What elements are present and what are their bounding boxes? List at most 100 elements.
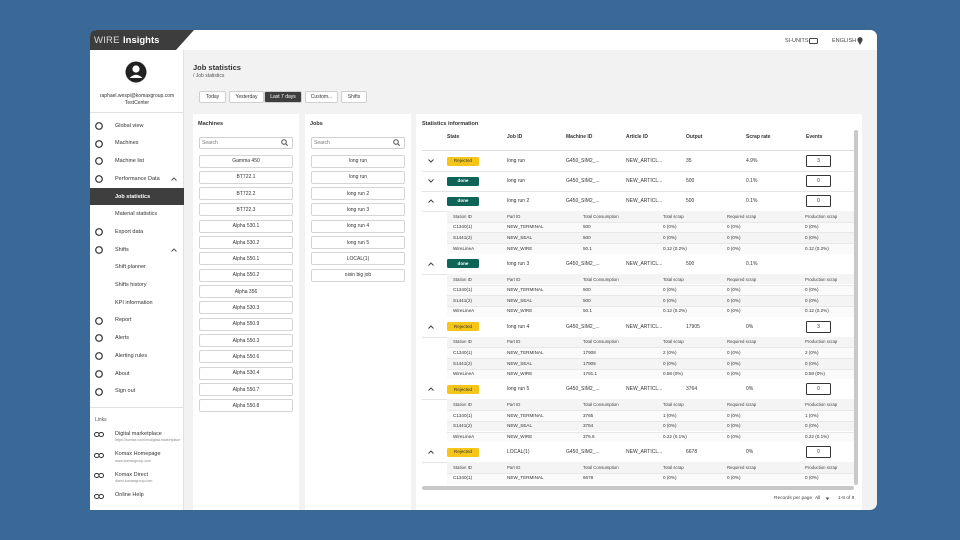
- list-item[interactable]: [199, 252, 293, 266]
- list-item[interactable]: [199, 236, 293, 250]
- list-item[interactable]: [311, 236, 405, 250]
- nav-item[interactable]: Report: [115, 317, 132, 324]
- list-item[interactable]: [199, 268, 293, 282]
- records-select[interactable]: All: [815, 496, 821, 502]
- list-item-label[interactable]: Alpha 530.2: [232, 239, 260, 246]
- list-item-label[interactable]: Alpha 550.2: [232, 272, 260, 279]
- list-item[interactable]: [199, 219, 293, 233]
- search-box[interactable]: [199, 137, 293, 149]
- row-expand[interactable]: [428, 387, 434, 392]
- list-item-label[interactable]: oisin big job: [344, 272, 372, 279]
- list-item[interactable]: [311, 170, 405, 184]
- events-count[interactable]: 0: [817, 386, 820, 393]
- nav-subitem[interactable]: Material statistics: [115, 211, 158, 218]
- list-item-label[interactable]: Alpha 550.9: [232, 321, 260, 328]
- list-item-label[interactable]: long run: [348, 158, 368, 164]
- list-item-label[interactable]: Alpha 550.1: [232, 255, 260, 262]
- list-item[interactable]: [311, 268, 405, 282]
- nav-subitem[interactable]: Job statistics: [115, 193, 151, 200]
- list-item-label[interactable]: BT722.2: [236, 190, 256, 197]
- nav-item[interactable]: Global view: [115, 122, 144, 129]
- events-count[interactable]: 3: [817, 323, 820, 330]
- nav-item[interactable]: Machines: [115, 140, 139, 147]
- list-item-label[interactable]: long run 3: [346, 206, 370, 213]
- list-item[interactable]: [199, 285, 293, 299]
- link-item[interactable]: Digital marketplace: [115, 430, 162, 437]
- list-item-label[interactable]: long run 2: [346, 190, 370, 197]
- events-count[interactable]: 0: [817, 198, 820, 204]
- language-select[interactable]: ENGLISH: [832, 37, 857, 44]
- row-expand[interactable]: [428, 159, 434, 163]
- search-box[interactable]: [311, 137, 405, 149]
- link-item[interactable]: Komax Direct: [115, 471, 149, 478]
- list-item-label[interactable]: long run: [348, 174, 368, 181]
- list-item-label[interactable]: Alpha 530.3: [232, 304, 260, 311]
- list-item-label[interactable]: Alpha 550.3: [232, 337, 260, 344]
- row-expand[interactable]: [428, 450, 434, 455]
- nav-item[interactable]: About: [115, 370, 130, 377]
- nav-item[interactable]: Shifts: [115, 246, 129, 253]
- list-item[interactable]: [311, 203, 405, 217]
- filter-button[interactable]: [199, 91, 226, 103]
- list-item-label[interactable]: Alpha 530.4: [232, 370, 260, 377]
- list-item[interactable]: [199, 317, 293, 331]
- events-box[interactable]: [806, 155, 831, 167]
- nav-item[interactable]: Alerting rules: [115, 352, 148, 359]
- list-item[interactable]: [199, 203, 293, 217]
- nav-subitem[interactable]: KPI information: [115, 299, 153, 306]
- list-item[interactable]: [199, 154, 293, 168]
- events-box[interactable]: [806, 175, 831, 187]
- link-item[interactable]: Online Help: [115, 492, 144, 499]
- list-item[interactable]: [199, 301, 293, 315]
- events-box[interactable]: [806, 383, 831, 396]
- nav-item[interactable]: Sign out: [115, 388, 136, 395]
- units-toggle[interactable]: SI-UNITS: [785, 37, 809, 44]
- list-item[interactable]: [199, 170, 293, 184]
- events-box[interactable]: [806, 320, 831, 333]
- list-item-label[interactable]: Alpha 550.8: [232, 402, 260, 409]
- filter-button[interactable]: [341, 91, 367, 103]
- filter-label[interactable]: Custom...: [310, 94, 333, 100]
- list-item-label[interactable]: Alpha 550.6: [232, 353, 260, 360]
- list-item[interactable]: [199, 366, 293, 380]
- list-item-label[interactable]: Gamma 450: [232, 158, 260, 164]
- filter-label[interactable]: Last 7 days: [270, 94, 296, 100]
- list-item-label[interactable]: long run 4: [346, 223, 370, 230]
- list-item[interactable]: [311, 154, 405, 168]
- nav-item[interactable]: Alerts: [115, 335, 130, 342]
- nav-item[interactable]: Export data: [115, 228, 144, 235]
- filter-button[interactable]: [229, 91, 264, 103]
- row-expand[interactable]: [428, 262, 434, 266]
- filter-button[interactable]: [264, 91, 302, 103]
- list-item-label[interactable]: Alpha 550.7: [232, 386, 260, 393]
- list-item-label[interactable]: long run 5: [346, 239, 370, 246]
- filter-label[interactable]: Yesterday: [235, 94, 258, 100]
- events-count[interactable]: 3: [817, 158, 820, 164]
- list-item[interactable]: [311, 252, 405, 266]
- list-item[interactable]: [199, 334, 293, 348]
- events-count[interactable]: 0: [817, 178, 820, 184]
- list-item-label[interactable]: BT722.1: [236, 174, 256, 181]
- events-box[interactable]: [806, 195, 831, 207]
- list-item[interactable]: [199, 350, 293, 364]
- nav-subitem[interactable]: Shift planner: [115, 264, 146, 271]
- list-item[interactable]: [311, 187, 405, 201]
- list-item[interactable]: [199, 399, 293, 413]
- link-item[interactable]: Komax Homepage: [115, 451, 161, 458]
- list-item[interactable]: [311, 219, 405, 233]
- list-item[interactable]: [199, 187, 293, 201]
- list-item-label[interactable]: LOCAL(1): [346, 255, 370, 262]
- list-item[interactable]: [199, 383, 293, 397]
- filter-label[interactable]: Shifts: [347, 94, 361, 100]
- list-item-label[interactable]: BT722.3: [236, 206, 256, 213]
- row-expand[interactable]: [428, 324, 434, 329]
- row-expand[interactable]: [428, 199, 434, 203]
- nav-item[interactable]: Performance Data: [115, 175, 160, 182]
- nav-item[interactable]: Machine list: [115, 158, 145, 165]
- filter-label[interactable]: Today: [205, 94, 220, 100]
- events-box[interactable]: [806, 446, 831, 459]
- nav-subitem[interactable]: Shifts history: [115, 282, 147, 288]
- list-item-label[interactable]: Alpha 530.1: [232, 223, 260, 230]
- filter-button[interactable]: [305, 91, 338, 103]
- list-item-label[interactable]: Alpha 356: [234, 288, 258, 295]
